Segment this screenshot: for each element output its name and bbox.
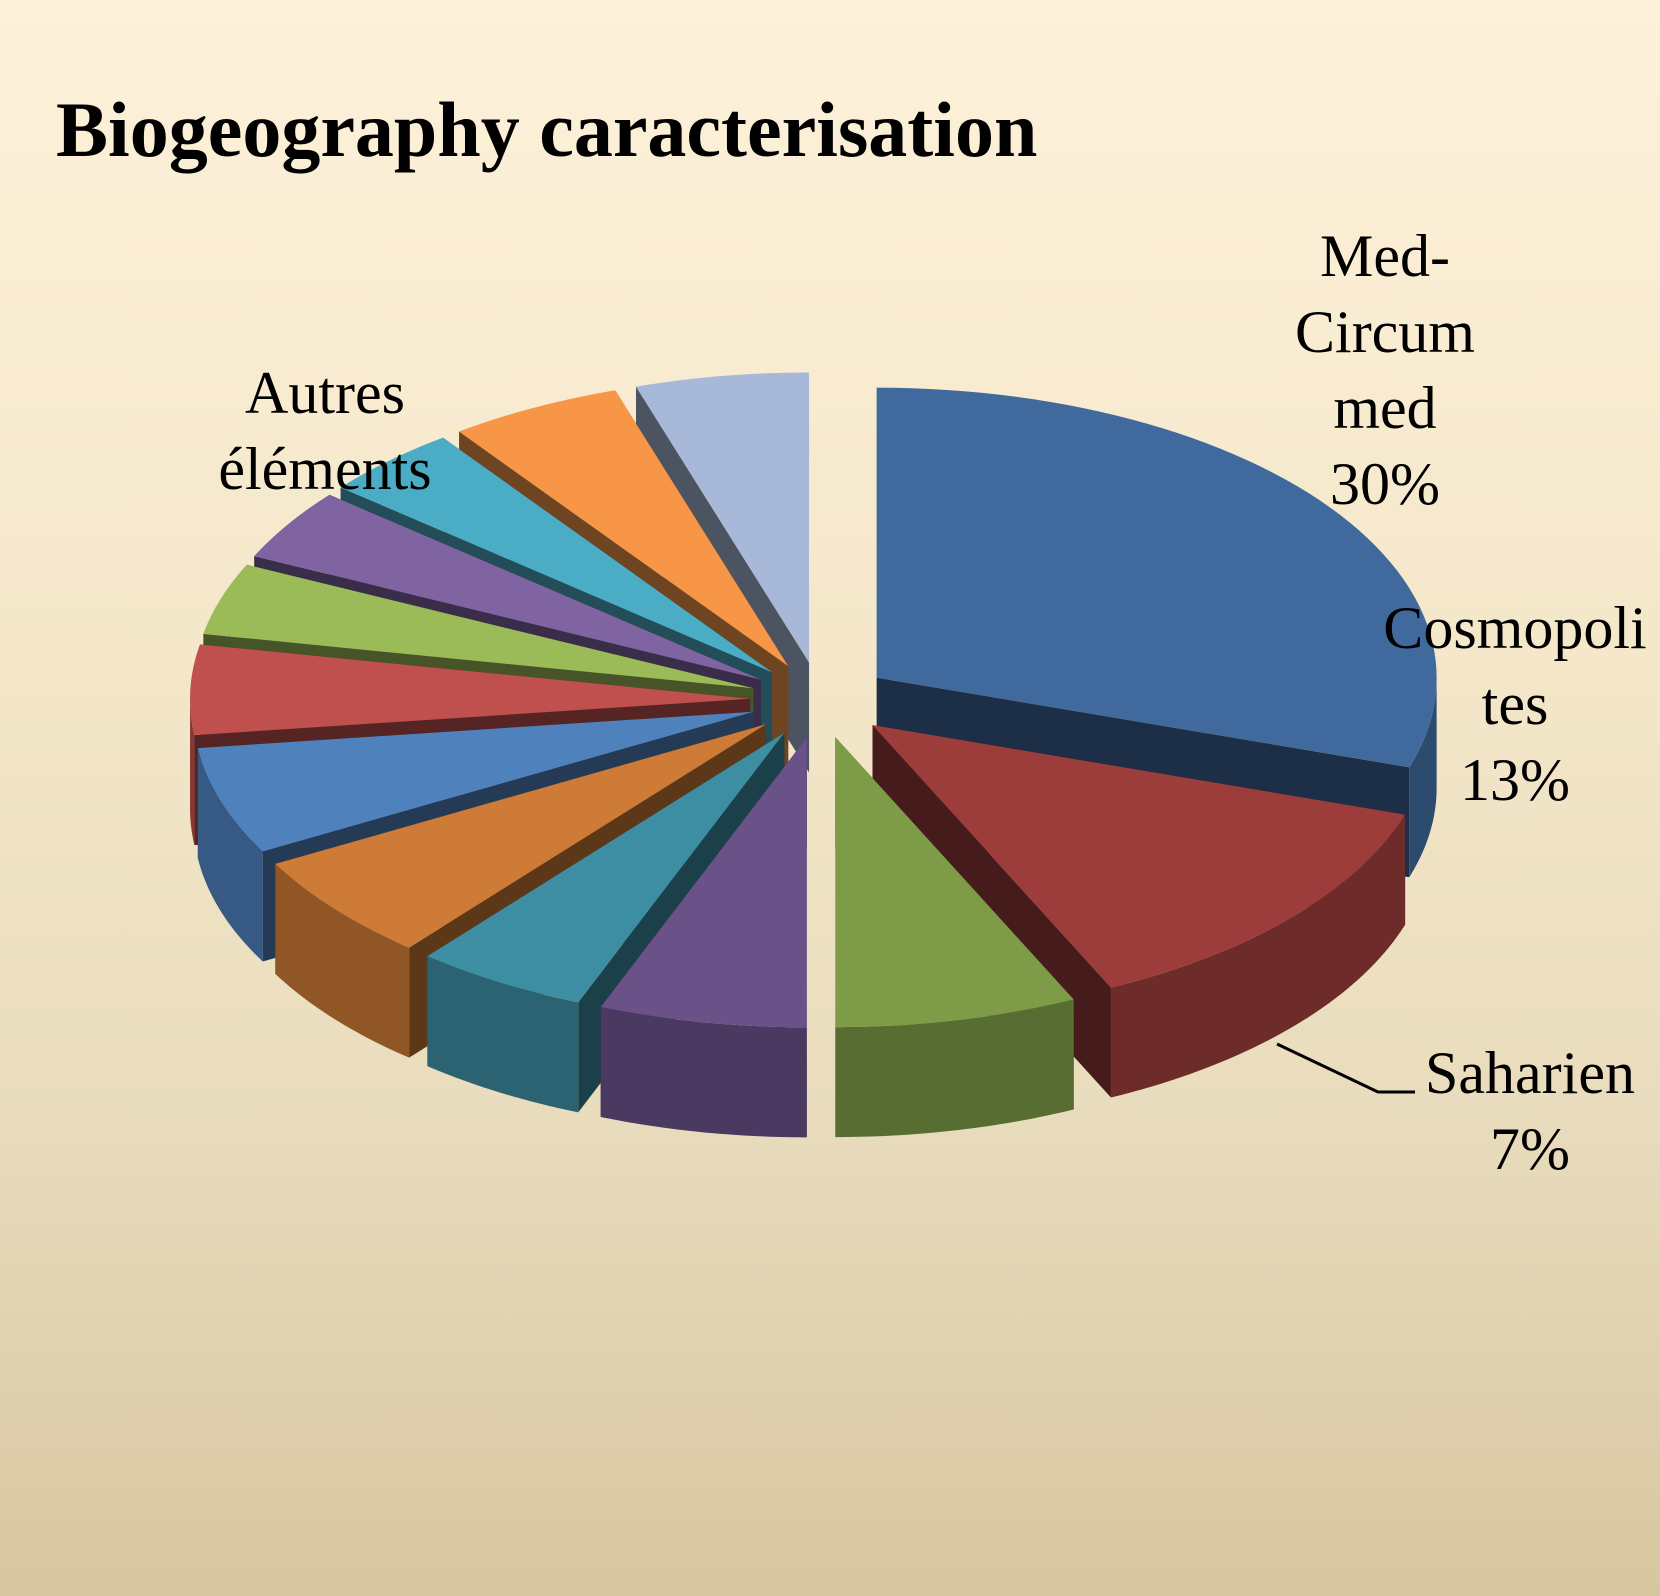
- slice-top: [203, 564, 754, 689]
- slice-top: [636, 372, 810, 663]
- slice-wall: [1110, 814, 1406, 1098]
- slice-name: Med-Circum med: [1295, 223, 1475, 441]
- slice: [600, 737, 807, 1138]
- leader-line: [1276, 1042, 1415, 1094]
- slice-wall: [600, 1006, 807, 1138]
- slice: [835, 737, 1074, 1138]
- data-label: Med-Circum med 30%: [1275, 218, 1495, 522]
- data-label: Cosmopolites 13%: [1376, 590, 1654, 818]
- slice-name: Cosmopolites: [1383, 595, 1647, 737]
- slice-name: Autres éléments: [218, 360, 432, 502]
- slice-top: [340, 437, 773, 673]
- slice-value: 7%: [1490, 1116, 1570, 1182]
- slice-top: [835, 737, 1074, 1028]
- slice-top: [275, 724, 767, 948]
- data-label: Saharien 7%: [1410, 1035, 1650, 1187]
- slice-value: 30%: [1330, 451, 1440, 517]
- slice-top: [459, 390, 789, 667]
- slice-top: [600, 737, 807, 1028]
- slice-wall: [835, 999, 1074, 1138]
- slice-top: [197, 711, 754, 852]
- slice-top: [190, 644, 751, 736]
- slice-top: [876, 387, 1437, 768]
- slice-top: [872, 725, 1406, 988]
- slice-wall: [1409, 677, 1437, 878]
- slice-wall: [197, 748, 263, 962]
- slice-top: [427, 732, 785, 1003]
- slice-top: [254, 494, 761, 680]
- slice-name: Saharien: [1425, 1040, 1635, 1106]
- chart-title: Biogeography caracterisation: [56, 86, 1038, 173]
- slice-wall: [427, 956, 579, 1113]
- data-label: Autres éléments: [195, 355, 455, 507]
- slice-wall: [190, 698, 195, 846]
- slice-wall: [275, 863, 410, 1058]
- slice-value: 13%: [1460, 747, 1570, 813]
